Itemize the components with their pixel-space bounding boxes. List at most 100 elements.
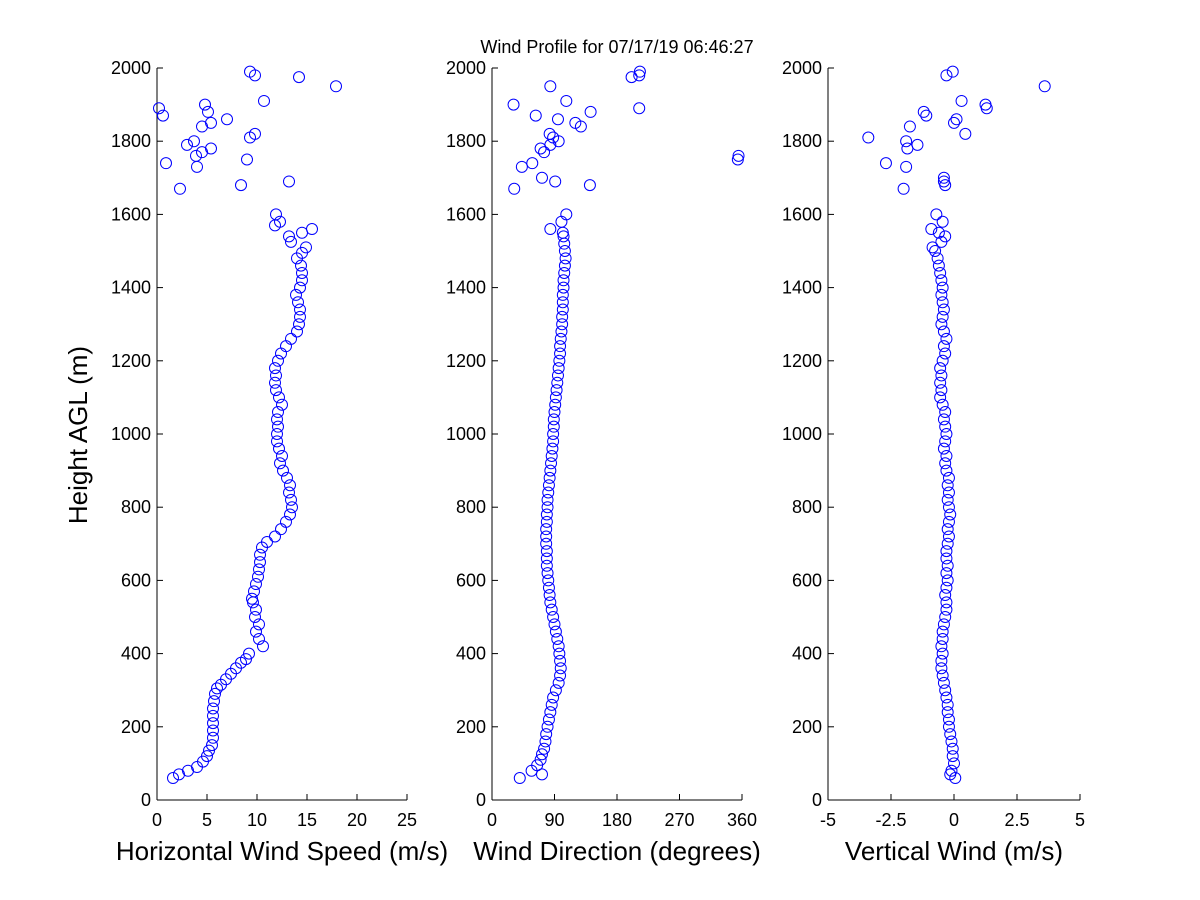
- data-point: [207, 702, 219, 715]
- data-point: [272, 420, 284, 433]
- data-point: [330, 80, 342, 93]
- data-point: [541, 720, 554, 733]
- data-point: [545, 449, 558, 462]
- y-tick-label: 800: [456, 497, 486, 517]
- data-point: [283, 230, 295, 243]
- x-axis-label: Horizontal Wind Speed (m/s): [116, 836, 448, 866]
- data-point: [625, 71, 638, 84]
- y-tick-label: 1000: [446, 424, 486, 444]
- data-point: [275, 523, 287, 536]
- data-point: [936, 398, 949, 411]
- data-point: [271, 435, 283, 448]
- data-point: [556, 288, 569, 301]
- data-point: [551, 632, 564, 645]
- data-point: [306, 223, 318, 236]
- data-point: [536, 748, 548, 761]
- y-tick-label: 800: [121, 497, 151, 517]
- data-point: [549, 175, 562, 188]
- data-point: [270, 369, 282, 382]
- data-point: [286, 501, 298, 514]
- data-point: [541, 501, 554, 514]
- data-point: [541, 493, 554, 506]
- x-tick-label: 20: [347, 810, 367, 830]
- data-point: [937, 171, 950, 184]
- data-point: [547, 435, 560, 448]
- data-point: [270, 384, 282, 397]
- y-tick-label: 2000: [111, 58, 151, 78]
- data-point: [544, 464, 557, 477]
- data-point: [941, 698, 954, 711]
- data-point: [941, 479, 954, 492]
- data-point: [551, 369, 564, 382]
- x-tick-label: 180: [602, 810, 632, 830]
- data-point: [936, 354, 949, 367]
- data-point: [258, 94, 270, 107]
- data-point: [249, 611, 261, 623]
- x-tick-label: 0: [487, 810, 497, 830]
- data-point: [955, 94, 968, 107]
- data-point: [939, 420, 952, 433]
- data-point: [959, 127, 972, 140]
- data-point: [294, 303, 306, 316]
- panel-2: 0 200 400 600 800 1000 1200 1400 1600 1800 2000 0 90…: [446, 58, 761, 866]
- data-point: [240, 653, 252, 666]
- data-point: [281, 471, 293, 484]
- data-point: [273, 442, 285, 455]
- data-point: [257, 640, 269, 653]
- data-point: [935, 640, 948, 653]
- data-point: [942, 501, 955, 514]
- data-point: [941, 574, 954, 587]
- data-point: [560, 208, 573, 221]
- data-point: [903, 120, 916, 133]
- data-point: [940, 464, 953, 477]
- data-point: [254, 556, 266, 569]
- data-point: [284, 508, 296, 521]
- data-point: [174, 182, 186, 195]
- data-point: [244, 65, 256, 78]
- data-point: [181, 138, 193, 151]
- data-point: [536, 171, 548, 184]
- data-point: [939, 406, 952, 419]
- x-tick-label: 0: [949, 810, 959, 830]
- data-point: [208, 695, 220, 708]
- y-tick-label: 1800: [111, 131, 151, 151]
- y-tick-label: 1200: [782, 351, 822, 371]
- data-point: [557, 281, 570, 294]
- data-point: [940, 567, 953, 580]
- data-point: [254, 548, 266, 561]
- data-point: [939, 611, 952, 623]
- data-point: [936, 215, 949, 228]
- data-point: [940, 603, 953, 616]
- data-point: [936, 632, 949, 645]
- data-point: [545, 698, 558, 711]
- figure-title: Wind Profile for 07/17/19 06:46:27: [480, 37, 753, 57]
- data-point: [935, 654, 948, 667]
- data-point: [942, 471, 955, 484]
- data-point: [556, 318, 569, 331]
- data-point: [939, 684, 952, 697]
- data-point: [207, 717, 219, 730]
- data-point: [941, 537, 954, 550]
- data-point: [296, 274, 308, 287]
- data-point: [557, 230, 570, 243]
- data-point: [246, 592, 258, 605]
- data-point: [939, 347, 952, 360]
- data-point: [539, 735, 552, 748]
- data-point: [540, 728, 553, 741]
- data-point: [542, 581, 555, 594]
- panel-1: 0 200 400 600 800 1000 1200 1400 1600 1800 2000 0 5 1…: [111, 58, 448, 866]
- data-point: [293, 71, 305, 84]
- data-point: [935, 384, 948, 397]
- data-point: [283, 486, 295, 499]
- data-point: [542, 574, 555, 587]
- data-point: [157, 109, 169, 122]
- data-point: [554, 654, 567, 667]
- data-point: [556, 303, 569, 316]
- data-point: [544, 223, 557, 236]
- panel-3: 0 200 400 600 800 1000 1200 1400 1600 1800 2000 -5 -…: [782, 58, 1085, 866]
- y-tick-label: 1200: [446, 351, 486, 371]
- data-point: [275, 347, 287, 360]
- data-point: [540, 508, 553, 521]
